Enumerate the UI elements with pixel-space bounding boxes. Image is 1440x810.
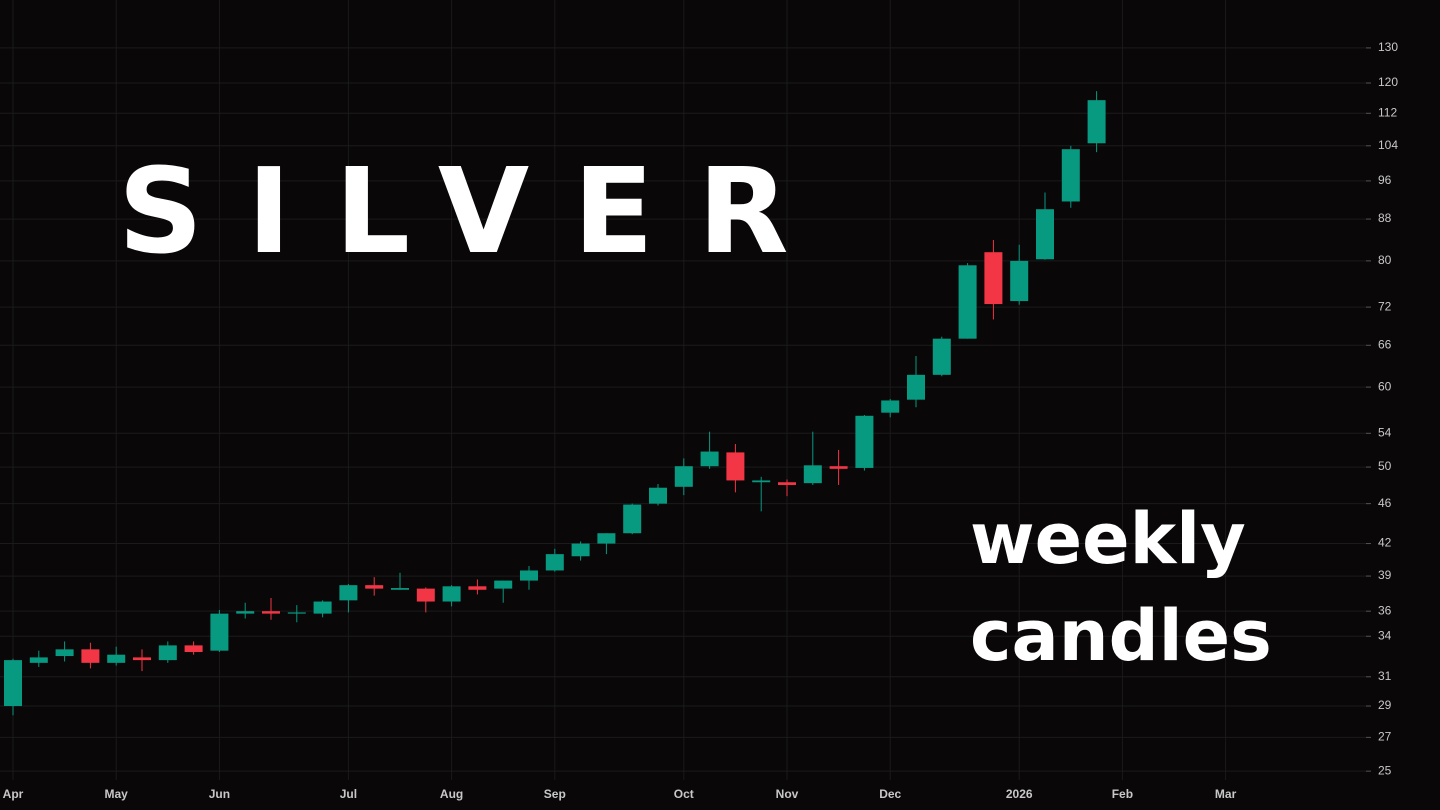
x-tick-label: Sep xyxy=(544,787,566,801)
x-tick-label: Nov xyxy=(776,787,799,801)
y-tick-label: 31 xyxy=(1378,669,1392,683)
candle-body xyxy=(29,657,48,663)
y-tick-label: 60 xyxy=(1378,379,1392,393)
x-tick-label: 2026 xyxy=(1006,787,1033,801)
candle-body xyxy=(262,611,280,614)
x-tick-label: Mar xyxy=(1215,787,1237,801)
candle-body xyxy=(803,465,822,484)
y-tick-label: 120 xyxy=(1378,75,1398,89)
x-tick-label: Jul xyxy=(340,787,357,801)
candle-body xyxy=(984,252,1003,305)
candle-body xyxy=(494,580,513,589)
y-tick-label: 80 xyxy=(1378,253,1392,267)
x-tick-label: Jun xyxy=(209,787,230,801)
candle-body xyxy=(313,601,332,614)
candle-body xyxy=(391,588,409,590)
y-tick-label: 96 xyxy=(1378,173,1392,187)
candle-body xyxy=(649,487,667,504)
candle-body xyxy=(1087,100,1106,144)
y-tick-label: 29 xyxy=(1378,698,1392,712)
y-tick-label: 130 xyxy=(1378,40,1398,54)
y-tick-label: 36 xyxy=(1378,603,1392,617)
candle-body xyxy=(623,504,642,534)
x-tick-label: Feb xyxy=(1112,787,1133,801)
y-tick-label: 42 xyxy=(1378,536,1392,550)
candle-body xyxy=(829,466,848,469)
candle-body xyxy=(184,645,203,653)
chart-title: SILVER xyxy=(118,142,833,280)
candle-body xyxy=(365,585,384,589)
candle-body xyxy=(700,451,719,467)
candle-body xyxy=(158,645,177,661)
candle-body xyxy=(752,480,771,483)
candle-body xyxy=(597,533,616,544)
y-tick-label: 112 xyxy=(1378,105,1397,119)
y-tick-label: 25 xyxy=(1378,763,1392,777)
candle-body xyxy=(932,338,951,375)
y-tick-label: 88 xyxy=(1378,211,1392,225)
x-tick-label: Dec xyxy=(879,787,901,801)
candle-body xyxy=(674,466,693,487)
x-tick-label: Oct xyxy=(674,787,694,801)
candle-body xyxy=(4,660,22,707)
candle-body xyxy=(236,611,255,614)
candle-body xyxy=(107,654,126,663)
candle-body xyxy=(520,570,538,581)
y-tick-label: 66 xyxy=(1378,337,1392,351)
candle-body xyxy=(442,586,461,602)
candle-body xyxy=(571,543,590,557)
candle-body xyxy=(55,649,74,657)
candle-body xyxy=(1036,209,1054,260)
candle-body xyxy=(726,452,745,481)
y-tick-label: 46 xyxy=(1378,496,1392,510)
x-tick-label: Apr xyxy=(3,787,24,801)
candle-body xyxy=(133,657,151,661)
candle-body xyxy=(1010,260,1029,302)
candle-body xyxy=(339,585,358,601)
candle-body xyxy=(907,374,925,400)
candle-body xyxy=(881,400,900,413)
candle-body xyxy=(545,554,564,571)
candle-body xyxy=(287,612,306,614)
y-tick-label: 27 xyxy=(1378,730,1392,744)
y-tick-label: 104 xyxy=(1378,138,1398,152)
y-tick-label: 39 xyxy=(1378,568,1392,582)
candle-body xyxy=(81,649,100,663)
candle-body xyxy=(210,613,229,651)
annotation: weekly xyxy=(970,498,1246,580)
candle-body xyxy=(778,482,796,485)
y-tick-label: 72 xyxy=(1378,299,1392,313)
candle-body xyxy=(855,415,874,468)
y-tick-label: 34 xyxy=(1378,628,1392,642)
x-tick-label: May xyxy=(105,787,129,801)
candle-body xyxy=(416,588,435,602)
y-tick-label: 50 xyxy=(1378,459,1392,473)
candle-body xyxy=(958,265,977,339)
candle-body xyxy=(1061,149,1080,202)
annotation: candles xyxy=(970,595,1272,677)
candle-body xyxy=(468,586,487,590)
y-tick-label: 54 xyxy=(1378,425,1392,439)
x-tick-label: Aug xyxy=(440,787,463,801)
